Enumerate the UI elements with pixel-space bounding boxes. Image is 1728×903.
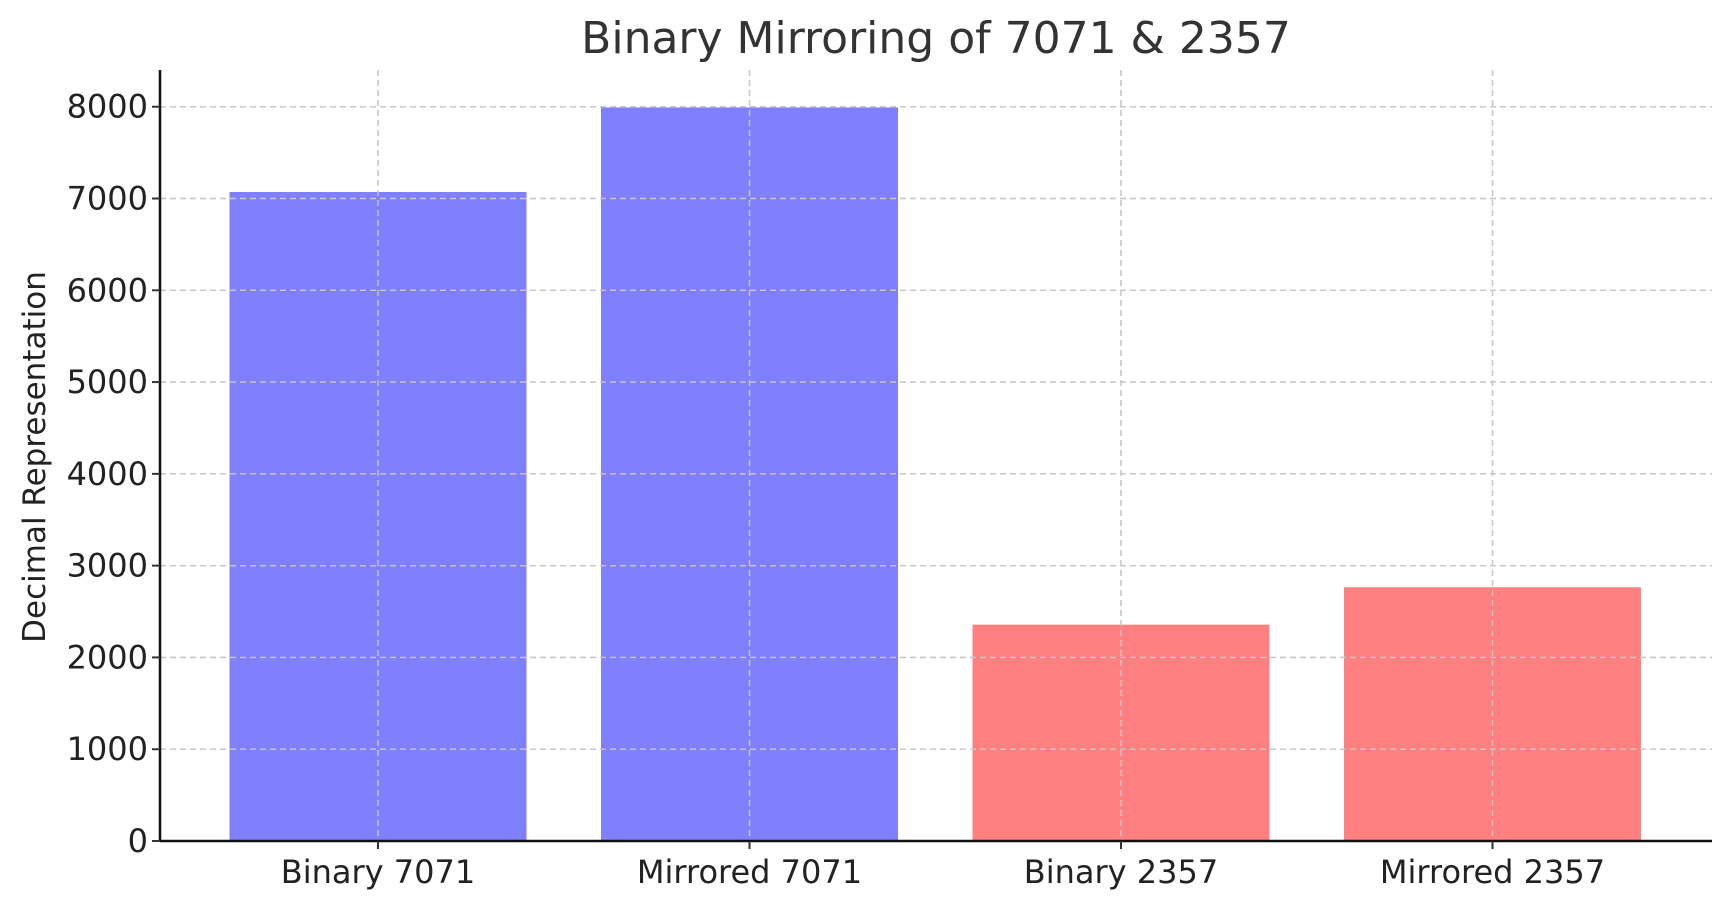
bars: [160, 70, 1712, 842]
x-tick-label: Mirrored 2357: [1380, 853, 1605, 891]
y-tick-label: 8000: [67, 88, 148, 126]
y-tick-label: 3000: [67, 547, 148, 585]
y-tick-label: 0: [128, 822, 148, 860]
y-axis-label: Decimal Representation: [17, 271, 53, 643]
x-tick-label: Mirrored 7071: [637, 853, 862, 891]
y-tick-label: 5000: [67, 363, 148, 401]
chart-title: Binary Mirroring of 7071 & 2357: [581, 13, 1291, 64]
y-tick-label: 6000: [67, 271, 148, 309]
y-tick-label: 2000: [67, 638, 148, 676]
y-tick-label: 7000: [67, 180, 148, 218]
x-tick-label: Binary 2357: [1024, 853, 1218, 891]
ticks: 0 1000 2000 3000 4000 5000 6000 7000 8000 Binary …: [67, 88, 1606, 891]
x-tick-label: Binary 7071: [281, 853, 475, 891]
y-tick-label: 1000: [67, 730, 148, 768]
y-tick-label: 4000: [67, 455, 148, 493]
